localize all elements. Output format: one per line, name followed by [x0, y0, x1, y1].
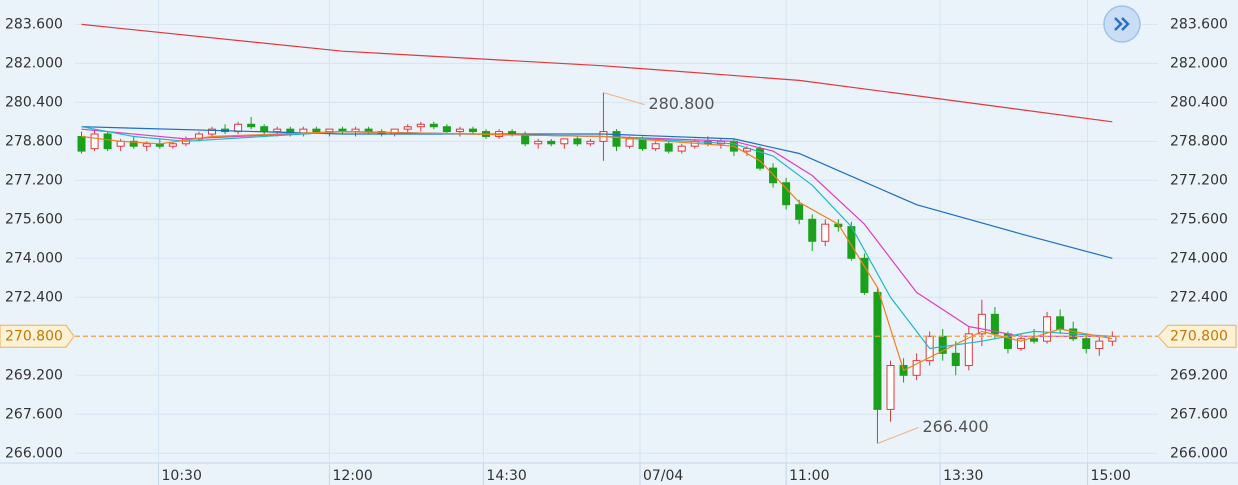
x-tick-label: 14:30 — [486, 468, 526, 484]
annotation-label: 280.800 — [648, 94, 714, 113]
moving-average-line — [81, 23, 1113, 123]
candle-body — [912, 360, 921, 376]
candle-body — [260, 126, 269, 133]
candle-body — [1095, 340, 1104, 349]
y-tick-label: 280.400 — [5, 94, 63, 110]
candle-body — [403, 126, 412, 130]
candle-body — [390, 128, 399, 135]
x-tick-label: 11:00 — [789, 468, 829, 484]
candle-body — [1082, 338, 1091, 349]
candle-body — [77, 135, 86, 152]
y-tick-label: 266.000 — [5, 445, 63, 461]
moving-average-line — [81, 126, 1113, 259]
moving-average-line — [81, 130, 1113, 372]
candle-body — [638, 138, 647, 150]
annotation-leader — [603, 92, 645, 106]
candle-body — [534, 140, 543, 145]
candle-body — [651, 143, 660, 150]
candle-body — [612, 131, 621, 147]
candle-body — [103, 133, 112, 150]
annotation-label: 266.400 — [922, 417, 988, 436]
y-tick-label-right: 277.200 — [1170, 172, 1228, 188]
last-price-label-right: 270.800 — [1170, 328, 1228, 344]
candle-body — [208, 128, 217, 135]
candle-body — [808, 218, 817, 242]
candle-body — [468, 128, 477, 133]
y-tick-label: 283.600 — [5, 16, 63, 32]
candle-body — [142, 143, 151, 147]
x-tick-label: 07/04 — [643, 468, 683, 484]
candle-body — [795, 204, 804, 220]
candle-body — [455, 128, 464, 133]
candle-body — [247, 123, 256, 128]
y-tick-label-right: 278.800 — [1170, 133, 1228, 149]
y-tick-label: 282.000 — [5, 55, 63, 71]
candle-body — [964, 333, 973, 367]
y-tick-label: 277.200 — [5, 172, 63, 188]
y-tick-label-right: 280.400 — [1170, 94, 1228, 110]
candle-body — [442, 126, 451, 133]
candle-body — [90, 133, 99, 150]
last-price-tag — [0, 324, 75, 348]
x-tick-label: 10:30 — [162, 468, 202, 484]
y-tick-label: 269.200 — [5, 367, 63, 383]
candle-body — [821, 223, 830, 242]
candle-body — [782, 182, 791, 206]
y-tick-label: 278.800 — [5, 133, 63, 149]
candle-body — [677, 145, 686, 152]
candle-body — [873, 291, 882, 410]
scroll-button[interactable] — [1103, 5, 1141, 43]
annotation-leader — [877, 427, 919, 444]
candle-body — [325, 128, 334, 133]
x-tick-label: 12:00 — [332, 468, 372, 484]
candle-body — [1043, 316, 1052, 342]
candle-body — [886, 365, 895, 410]
candle-body — [586, 140, 595, 145]
y-tick-label: 267.600 — [5, 406, 63, 422]
candle-body — [951, 352, 960, 367]
y-tick-label-right: 266.000 — [1170, 445, 1228, 461]
y-tick-label: 275.600 — [5, 211, 63, 227]
candle-body — [664, 143, 673, 152]
y-tick-label-right: 274.000 — [1170, 250, 1228, 266]
candle-body — [1056, 316, 1065, 330]
candle-body — [312, 128, 321, 133]
candle-body — [977, 313, 986, 335]
candle-body — [364, 128, 373, 133]
y-tick-label-right: 275.600 — [1170, 211, 1228, 227]
last-price-label: 270.800 — [5, 328, 63, 344]
candle-body — [1016, 338, 1025, 349]
candle-body — [860, 257, 869, 293]
y-tick-label: 272.400 — [5, 289, 63, 305]
candle-body — [273, 128, 282, 133]
last-price-tag-right — [1157, 324, 1237, 348]
candle-body — [116, 140, 125, 147]
candle-body — [547, 140, 556, 145]
candle-body — [625, 138, 634, 147]
candle-body — [129, 140, 138, 147]
y-tick-label-right: 267.600 — [1170, 406, 1228, 422]
button-icon[interactable] — [1114, 17, 1130, 31]
candle-body — [1108, 335, 1117, 342]
candle-body — [560, 138, 569, 145]
y-tick-label-right: 272.400 — [1170, 289, 1228, 305]
candle-body — [168, 143, 177, 147]
y-tick-label-right: 283.600 — [1170, 16, 1228, 32]
candle-body — [429, 123, 438, 128]
x-tick-label: 15:00 — [1091, 468, 1131, 484]
candle-body — [1030, 338, 1039, 342]
candle-body — [990, 313, 999, 335]
candle-body — [416, 123, 425, 128]
y-tick-label-right: 269.200 — [1170, 367, 1228, 383]
y-tick-label-right: 282.000 — [1170, 55, 1228, 71]
moving-average-line — [81, 126, 1113, 350]
candle-body — [573, 138, 582, 145]
x-tick-label: 13:30 — [943, 468, 983, 484]
candle-body — [742, 148, 751, 152]
y-tick-label: 274.000 — [5, 250, 63, 266]
